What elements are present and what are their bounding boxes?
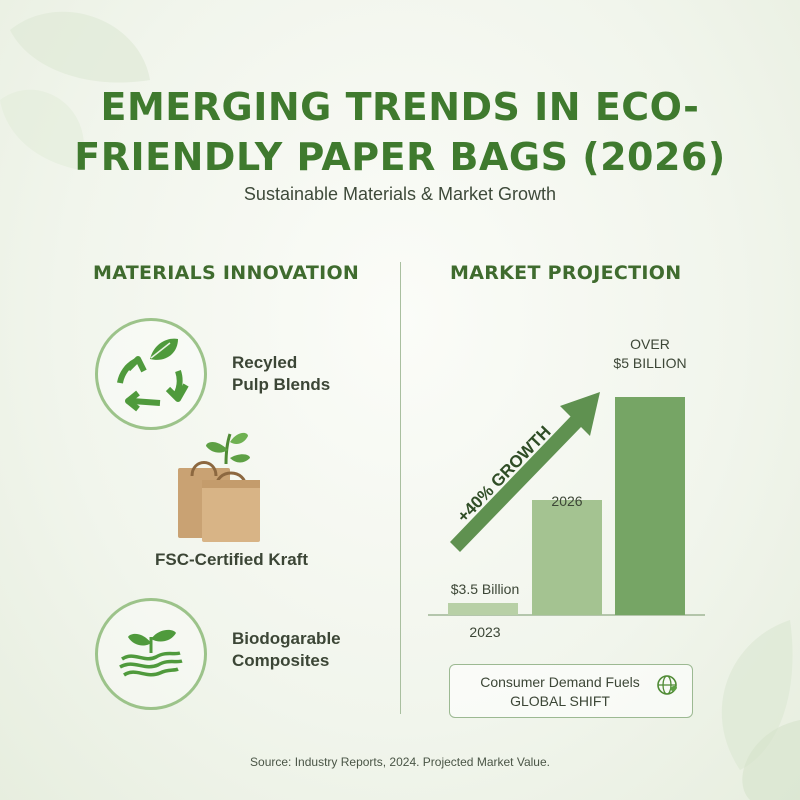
value-label-over-5-billion: OVER $5 BILLION [613, 336, 687, 371]
bar-2023 [448, 603, 518, 615]
bar-2026 [532, 500, 602, 615]
material-label-biodegradable: Biodogarable Composites [232, 629, 341, 670]
callout-line-2: GLOBAL SHIFT [510, 693, 610, 709]
recycle-leaf-icon [117, 338, 189, 412]
market-heading: MARKET PROJECTION [450, 262, 682, 284]
composite-circle [95, 598, 207, 710]
page-title: EMERGING TRENDS IN ECO- FRIENDLY PAPER B… [60, 82, 740, 182]
materials-heading: MATERIALS INNOVATION [93, 262, 360, 284]
growth-arrow-head [560, 392, 600, 436]
page-subtitle: Sustainable Materials & Market Growth [243, 184, 557, 204]
material-label-kraft: FSC-Certified Kraft [155, 550, 309, 569]
growth-arrow-shaft [450, 415, 582, 552]
globe-icon [657, 675, 677, 695]
consumer-demand-callout: Consumer Demand Fuels GLOBAL SHIFT [449, 664, 693, 718]
bar-projection-2 [615, 397, 685, 615]
recycle-circle [95, 318, 207, 430]
kraft-bag-sprout-icon [178, 432, 260, 542]
source-note: Source: Industry Reports, 2024. Projecte… [250, 755, 550, 769]
title-line-2: FRIENDLY PAPER BAGS (2026) [74, 135, 726, 179]
value-label-2023: $3.5 Billion [450, 581, 520, 597]
callout-line-1: Consumer Demand Fuels [480, 674, 640, 690]
market-bar-chart: +40% GROWTH [428, 392, 705, 616]
sprout-waves-icon [119, 629, 183, 677]
title-line-1: EMERGING TRENDS IN ECO- [100, 85, 700, 129]
material-label-recycled: Recyled Pulp Blends [232, 353, 331, 394]
category-label-2023: 2023 [469, 624, 501, 640]
category-label-2026: 2026 [551, 493, 583, 509]
column-divider [400, 262, 401, 714]
